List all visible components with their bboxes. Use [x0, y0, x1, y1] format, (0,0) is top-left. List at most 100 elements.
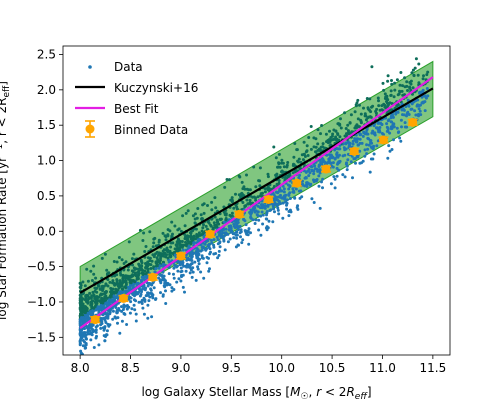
data-point [402, 108, 406, 112]
data-point [132, 291, 136, 295]
data-point [181, 285, 185, 289]
data-point [358, 103, 361, 107]
data-point [166, 228, 170, 232]
data-point [198, 257, 202, 261]
data-point [113, 315, 117, 319]
data-point [86, 311, 90, 315]
data-point [320, 180, 323, 184]
data-point [202, 276, 206, 280]
data-point [123, 312, 127, 316]
data-point [306, 154, 310, 157]
data-point [396, 110, 400, 114]
data-point [398, 136, 402, 140]
data-point [422, 74, 425, 78]
data-point [162, 252, 165, 256]
data-point [178, 243, 182, 247]
data-point [197, 231, 201, 235]
data-point [359, 120, 363, 123]
data-point [412, 73, 416, 77]
data-point [331, 165, 335, 169]
data-point [185, 258, 189, 262]
data-point [405, 114, 408, 118]
data-point [200, 229, 204, 233]
data-point [296, 204, 300, 208]
data-point [293, 196, 297, 200]
data-point [185, 265, 189, 269]
data-point [333, 157, 337, 161]
data-point [143, 250, 147, 253]
data-point [234, 220, 237, 224]
data-point [79, 282, 83, 286]
data-point [95, 334, 98, 338]
data-point [207, 243, 211, 247]
data-point [95, 307, 99, 311]
data-point [386, 156, 390, 160]
data-point [285, 207, 289, 211]
data-point [122, 262, 126, 265]
data-point [199, 213, 203, 217]
data-point [389, 116, 393, 120]
data-point [125, 304, 129, 308]
data-point [227, 178, 231, 182]
data-point [208, 267, 211, 271]
data-point [327, 138, 331, 142]
data-point [408, 86, 412, 90]
data-point [182, 264, 186, 268]
data-point [91, 328, 95, 332]
data-point [247, 227, 251, 231]
data-point [382, 88, 386, 92]
data-point [314, 150, 317, 154]
data-point [149, 288, 153, 292]
data-point [380, 122, 384, 126]
data-point [269, 208, 273, 212]
data-point [317, 184, 321, 188]
data-point [383, 103, 387, 107]
x-axis: 8.0 8.5 9.0 9.5 10.0 10.5 11.0 11.5 [71, 355, 446, 375]
y-axis: −1.5 −1.0 −0.5 0.0 0.5 1.0 1.5 2.0 2.5 [27, 47, 63, 344]
data-point [392, 95, 396, 99]
data-point [260, 205, 264, 209]
data-point [196, 207, 200, 210]
legend-data-marker [88, 65, 92, 69]
data-point [259, 214, 263, 218]
x-axis-label: log Galaxy Stellar Mass [M☉, r < 2Reff] [141, 385, 371, 400]
data-point [179, 259, 183, 263]
data-point [266, 175, 270, 179]
data-point [170, 289, 174, 293]
data-point [393, 81, 397, 85]
data-point [328, 156, 332, 159]
data-point [170, 286, 174, 290]
data-point [385, 101, 389, 105]
data-point [353, 137, 357, 141]
data-point [401, 84, 404, 88]
data-point [330, 134, 334, 138]
data-point [187, 244, 191, 248]
data-point [140, 275, 144, 279]
data-point [345, 132, 348, 136]
data-point [259, 233, 263, 237]
data-point [190, 259, 194, 262]
data-point [414, 57, 418, 61]
data-point [169, 255, 173, 259]
data-point [212, 221, 216, 225]
data-point [335, 151, 339, 155]
data-point [414, 113, 418, 117]
data-point [318, 171, 322, 175]
data-point [170, 220, 174, 224]
data-point [425, 87, 429, 90]
data-point [356, 117, 360, 121]
data-point [252, 206, 256, 210]
data-point [363, 148, 367, 152]
data-point [80, 316, 84, 320]
data-point [132, 266, 136, 270]
data-point [132, 303, 136, 307]
data-point [79, 351, 83, 355]
data-point [368, 97, 372, 101]
data-point [385, 94, 389, 98]
data-point [272, 207, 276, 211]
data-point [421, 77, 425, 81]
data-point [348, 121, 352, 125]
data-point [201, 226, 205, 230]
data-point [111, 279, 115, 283]
data-point [129, 281, 133, 285]
